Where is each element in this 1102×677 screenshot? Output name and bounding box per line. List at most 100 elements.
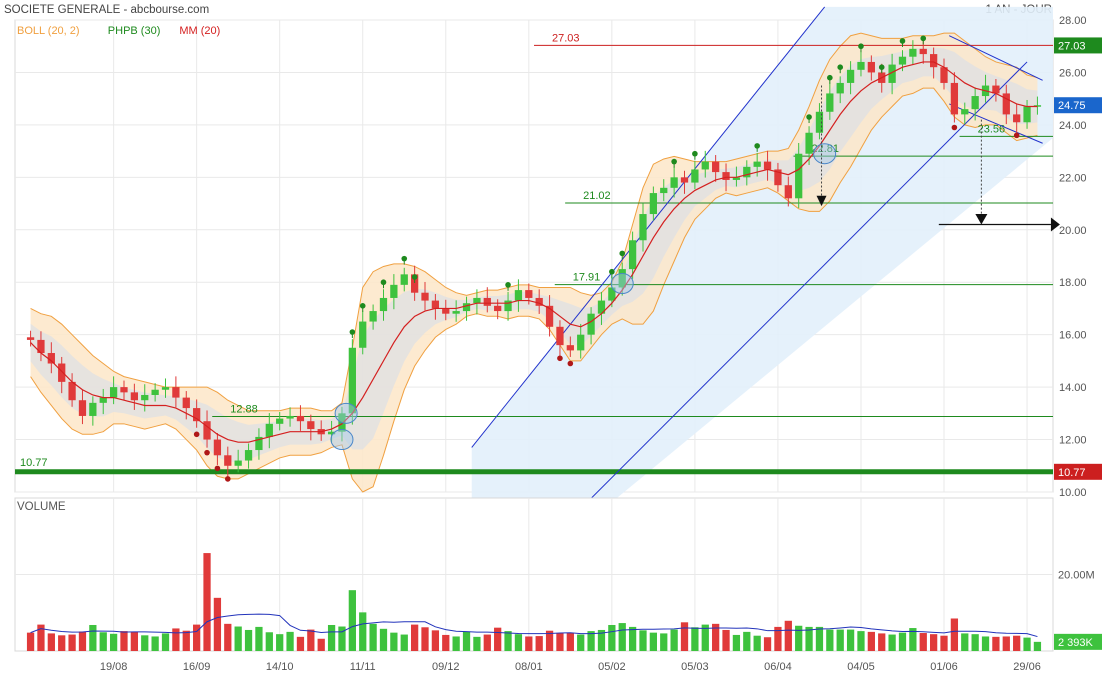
breakout-ellipse (334, 402, 358, 424)
candle-body (525, 290, 533, 298)
volume-bar (359, 612, 367, 651)
candle-body (483, 297, 491, 306)
volume-bar (753, 635, 761, 651)
volume-bar (483, 634, 491, 651)
volume-bar (577, 634, 585, 651)
volume-bar (234, 626, 242, 651)
volume-bar (836, 629, 844, 651)
target-arrowhead (975, 214, 988, 225)
y-tick-label: 16.00 (1059, 330, 1087, 342)
candle-body (234, 460, 242, 466)
y-tick-label: 10.00 (1059, 487, 1087, 499)
volume-bar (566, 633, 574, 651)
volume-bar (47, 633, 55, 651)
volume-bar (421, 627, 429, 651)
volume-bar (161, 633, 170, 651)
volume-bar (213, 597, 222, 651)
candle-body (743, 166, 751, 178)
volume-bar (639, 630, 647, 651)
candle-body (462, 303, 471, 312)
candle-body (597, 300, 606, 314)
volume-bar (649, 632, 658, 651)
bollinger-upper-line (30, 32, 1038, 412)
y-tick-label: 28.00 (1059, 15, 1087, 27)
candle-body (276, 418, 284, 424)
candle-body (992, 85, 1000, 94)
volume-bar (826, 629, 834, 651)
volume-bar (774, 626, 782, 651)
candle-body (1002, 93, 1010, 115)
candle-body (161, 387, 170, 390)
breakout-ellipse (610, 273, 634, 295)
volume-bar (867, 631, 875, 651)
volume-bar (909, 628, 917, 651)
signal-up-dot (619, 250, 626, 257)
candle-body (857, 61, 865, 70)
volume-bar (182, 630, 190, 651)
candle-body (514, 290, 523, 301)
signal-down-dot (951, 124, 958, 131)
candle-body (151, 389, 159, 395)
candle-body (452, 311, 460, 314)
volume-bar (940, 635, 948, 651)
signal-down-dot (214, 465, 221, 472)
level-label: 12.88 (230, 403, 258, 415)
volume-bar (929, 634, 938, 651)
price-tag-box (1054, 463, 1102, 480)
channel-upper-line (471, 6, 826, 448)
volume-bar (722, 629, 730, 651)
volume-bar (992, 636, 1000, 651)
candle-body (545, 305, 554, 327)
legend-entry: PHPB (30) (108, 25, 161, 37)
candle-body (47, 353, 55, 364)
price-tag-box (1054, 97, 1102, 114)
x-tick-label: 04/05 (847, 661, 875, 673)
signal-up-dot (878, 64, 885, 70)
volume-bar (99, 632, 107, 651)
candle-body (359, 321, 367, 348)
volume-bar (1033, 641, 1042, 651)
volume-bar (795, 625, 803, 651)
signal-up-dot (692, 150, 698, 157)
price-panel: 28.00 26.00 24.00 22.00 20.00 18.00 16.00 14.00… (14, 6, 1087, 619)
legend-entry: MM (20) (179, 25, 220, 37)
volume-bar (545, 630, 554, 651)
candle-body (172, 387, 180, 398)
candle-body (244, 450, 253, 461)
volume-bar (317, 638, 325, 651)
volume-bar (120, 631, 128, 651)
volume-bar (68, 634, 76, 651)
candle-body (826, 93, 834, 112)
volume-bar (971, 634, 979, 651)
bollinger-lower-line (30, 87, 1038, 493)
candle-body (774, 169, 782, 186)
signal-up-dot (837, 64, 844, 70)
price-tag-label: 24.75 (1058, 100, 1086, 112)
volume-bar (525, 636, 533, 651)
volume-bar (784, 620, 792, 651)
signal-down-dot (204, 449, 210, 456)
volume-bar (58, 635, 66, 651)
level-label: 23.56 (978, 123, 1006, 135)
volume-bar (78, 631, 87, 651)
candle-body (89, 402, 97, 416)
candle-body (701, 161, 709, 170)
candle-body (265, 423, 273, 437)
trend-channel-fill (471, 6, 1054, 618)
volume-bar (172, 628, 180, 651)
candle-body (504, 300, 512, 312)
candle-body (369, 311, 377, 322)
volume-bar (276, 634, 284, 651)
candle-body (680, 177, 689, 183)
signal-up-dot (609, 268, 615, 275)
candle-body (888, 64, 896, 83)
candle-body (109, 387, 118, 398)
candle-body (815, 111, 824, 133)
price-tag-label: 27.03 (1058, 40, 1086, 52)
volume-bar (743, 631, 751, 651)
candle-body (1013, 114, 1021, 123)
volume-bar (888, 634, 896, 651)
signal-down-dot (1013, 132, 1020, 139)
candle-body (307, 421, 315, 430)
chart-title: SOCIETE GENERALE - abcbourse.com (4, 4, 209, 16)
